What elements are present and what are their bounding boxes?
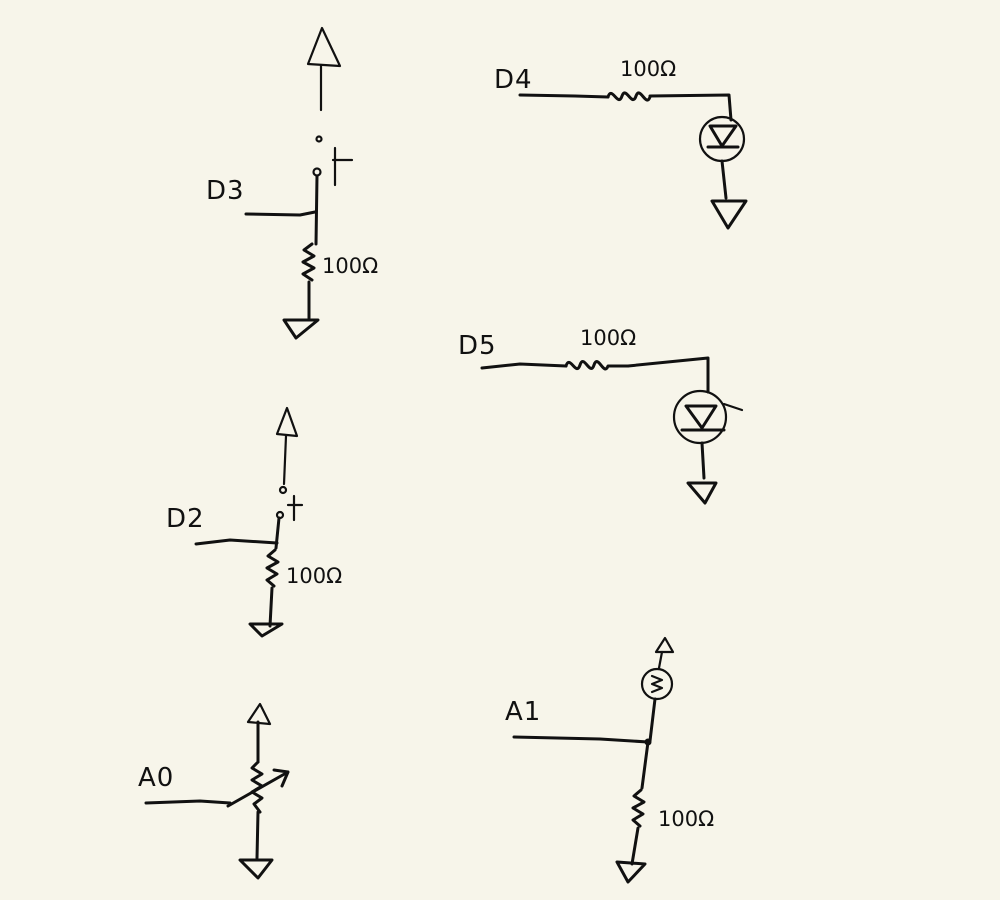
ground-symbol — [710, 199, 748, 230]
button-contact-top — [278, 485, 288, 495]
button-contact-bottom — [312, 167, 322, 177]
pin-label-d2: D2 — [166, 504, 205, 534]
vcc-symbol — [654, 636, 675, 654]
circuit-d5-led: D5 100Ω — [458, 326, 744, 505]
circuit-d4-led: D4 100Ω — [494, 57, 748, 230]
circuit-a1-photoresistor: A1 100Ω — [505, 636, 714, 884]
input-wire-d2 — [194, 538, 279, 546]
input-wire-a0 — [144, 799, 232, 805]
circuit-d2-button: D2 100Ω — [166, 406, 342, 638]
circuit-d3-button: D3 100Ω — [206, 26, 378, 340]
button-contact-top — [315, 135, 323, 143]
ground-symbol — [615, 860, 647, 884]
pin-label-d4: D4 — [494, 65, 533, 95]
resistor-value-d2: 100Ω — [286, 564, 342, 588]
ground-symbol — [248, 622, 284, 638]
pin-label-a1: A1 — [505, 697, 541, 727]
resistor-symbol — [265, 548, 280, 588]
potentiometer-wiper-arrow — [226, 768, 290, 808]
resistor-symbol — [606, 91, 652, 102]
photoresistor-zigzag — [650, 674, 664, 694]
resistor-value-d5: 100Ω — [580, 326, 636, 350]
ground-symbol — [238, 858, 274, 880]
pushbutton-symbol — [286, 494, 304, 522]
vcc-symbol — [306, 26, 342, 68]
circuit-a0-potentiometer: A0 — [138, 702, 290, 880]
pin-label-d5: D5 — [458, 331, 497, 361]
resistor-symbol — [301, 242, 316, 282]
input-wire-d3 — [244, 210, 317, 217]
resistor-value-d3: 100Ω — [322, 254, 378, 278]
led-diode-symbol — [680, 404, 726, 432]
vcc-symbol — [275, 406, 299, 438]
resistor-value-a1: 100Ω — [658, 807, 714, 831]
led-body — [698, 115, 746, 163]
input-wire-a1 — [512, 735, 650, 744]
resistor-symbol — [564, 360, 630, 371]
ground-symbol — [282, 318, 320, 340]
pin-label-d3: D3 — [206, 176, 245, 206]
pushbutton-symbol — [331, 146, 354, 187]
resistor-symbol — [631, 788, 646, 828]
photoresistor-body — [640, 667, 674, 701]
input-wire-d5 — [480, 362, 568, 370]
pin-label-a0: A0 — [138, 763, 174, 793]
led-body — [672, 389, 728, 445]
ground-symbol — [686, 481, 718, 505]
resistor-value-d4: 100Ω — [620, 57, 676, 81]
led-diode-symbol — [706, 124, 740, 149]
input-wire-d4 — [518, 93, 610, 99]
